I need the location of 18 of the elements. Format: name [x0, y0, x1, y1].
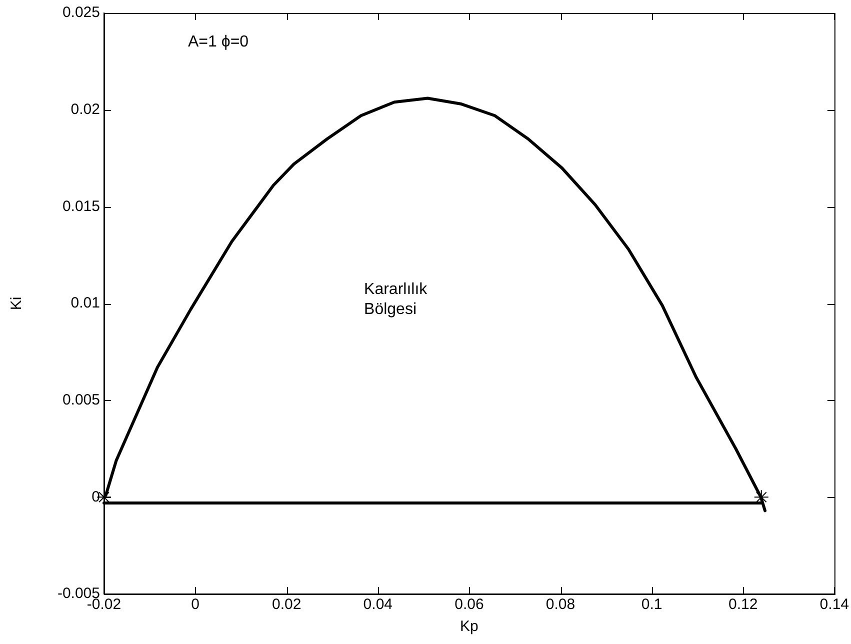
y-tick-label: 0.025 [62, 4, 100, 22]
x-tick-label: 0.06 [454, 596, 484, 614]
y-tick-label: 0.015 [62, 198, 100, 215]
annotation: Kararlılık Bölgesi [364, 280, 428, 318]
annotation: A=1 ϕ=0 [188, 33, 249, 50]
x-tick-label: 0.08 [546, 596, 576, 614]
x-tick-label: 0.04 [363, 596, 393, 614]
y-axis-title: Ki [8, 296, 26, 310]
y-tick-label: 0.02 [70, 100, 100, 118]
x-tick-label: 0.12 [728, 596, 758, 614]
x-axis-title: Kp [460, 618, 478, 636]
x-tick-label: 0.1 [641, 596, 662, 614]
x-tick-label: 0.02 [272, 596, 302, 614]
x-tick-label: 0 [191, 596, 200, 614]
x-tick-label: 0.14 [820, 596, 850, 614]
y-tick-label: 0.005 [62, 391, 100, 408]
y-tick-label: 0.01 [70, 294, 100, 312]
y-tick-label: 0 [92, 488, 100, 506]
